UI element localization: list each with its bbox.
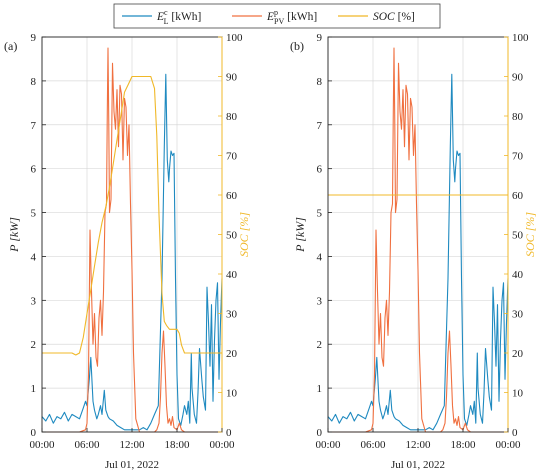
y-tick-label: 7 <box>31 120 37 132</box>
y2-tick-label: 20 <box>226 348 238 360</box>
x-tick-label: 00:00 <box>29 439 55 451</box>
y2-tick-label: 30 <box>226 309 238 321</box>
y2-tick-label: 0 <box>512 427 518 439</box>
y-tick-label: 9 <box>31 32 37 44</box>
y2-tick-label: 10 <box>226 388 238 400</box>
y2-tick-label: 0 <box>226 427 232 439</box>
y-tick-label: 1 <box>317 383 323 395</box>
x-tick-label: 18:00 <box>450 439 476 451</box>
y2-tick-label: 40 <box>512 269 524 281</box>
y2-tick-label: 60 <box>226 190 238 202</box>
y2-tick-label: 80 <box>226 111 238 123</box>
x-tick-label: 12:00 <box>405 439 431 451</box>
x-tick-label: 00:00 <box>315 439 341 451</box>
panel-label: (b) <box>290 39 304 53</box>
y2-axis-label: SOC [%] <box>523 212 537 257</box>
y-axis-label: P [kW] <box>7 217 21 253</box>
y-tick-label: 2 <box>31 339 37 351</box>
y-tick-label: 5 <box>317 208 323 220</box>
y-tick-label: 3 <box>31 295 37 307</box>
y-tick-label: 8 <box>31 76 37 88</box>
grid <box>327 36 509 433</box>
y-tick-label: 1 <box>31 383 37 395</box>
y2-tick-label: 100 <box>226 32 243 44</box>
y-tick-label: 9 <box>317 32 323 44</box>
x-tick-label: 06:00 <box>74 439 100 451</box>
y-axis-label: P [kW] <box>293 217 307 253</box>
y2-tick-label: 50 <box>226 230 238 242</box>
y2-tick-label: 40 <box>226 269 238 281</box>
x-tick-label: 06:00 <box>360 439 386 451</box>
y-tick-label: 7 <box>317 120 323 132</box>
x-axis-label: Jul 01, 2022 <box>105 459 159 471</box>
y-tick-label: 3 <box>317 295 323 307</box>
y2-axis-label: SOC [%] <box>237 212 251 257</box>
y-tick-label: 5 <box>31 208 37 220</box>
series-line-soc <box>42 75 222 356</box>
x-axis-label: Jul 01, 2022 <box>391 459 445 471</box>
y2-tick-label: 60 <box>512 190 524 202</box>
series-line-ec <box>327 73 509 431</box>
y2-tick-label: 100 <box>512 32 529 44</box>
y2-tick-label: 70 <box>226 151 238 163</box>
legend: Ec L [kWh] Ep PV [kWh] SOC [%] <box>113 3 441 29</box>
y2-tick-label: 10 <box>512 388 524 400</box>
series-line-epv <box>328 47 508 433</box>
x-tick-label: 12:00 <box>119 439 145 451</box>
x-tick-label: 18:00 <box>164 439 190 451</box>
y-tick-label: 4 <box>31 251 37 263</box>
y2-tick-label: 20 <box>512 348 524 360</box>
y2-tick-label: 30 <box>512 309 524 321</box>
x-tick-label: 00:00 <box>495 439 521 451</box>
y2-tick-label: 50 <box>512 230 524 242</box>
y-tick-label: 2 <box>317 339 323 351</box>
y2-tick-label: 80 <box>512 111 524 123</box>
y-tick-label: 6 <box>31 164 37 176</box>
panel-label: (a) <box>4 39 17 53</box>
legend-label-soc: SOC [%] <box>373 11 415 23</box>
y2-tick-label: 90 <box>226 72 238 84</box>
x-tick-label: 00:00 <box>209 439 235 451</box>
y2-tick-label: 70 <box>512 151 524 163</box>
legend-box <box>113 3 441 29</box>
grid <box>41 36 223 433</box>
series-line-ec <box>41 73 223 431</box>
y-tick-label: 0 <box>31 427 37 439</box>
legend-label-ec: Ec L [kWh] <box>156 8 201 26</box>
y-tick-label: 4 <box>317 251 323 263</box>
series-line-epv <box>42 47 222 433</box>
y-tick-label: 6 <box>317 164 323 176</box>
y-tick-label: 0 <box>317 427 323 439</box>
legend-label-epv: Ep PV [kWh] <box>266 8 317 26</box>
y-tick-label: 8 <box>317 76 323 88</box>
y2-tick-label: 90 <box>512 72 524 84</box>
